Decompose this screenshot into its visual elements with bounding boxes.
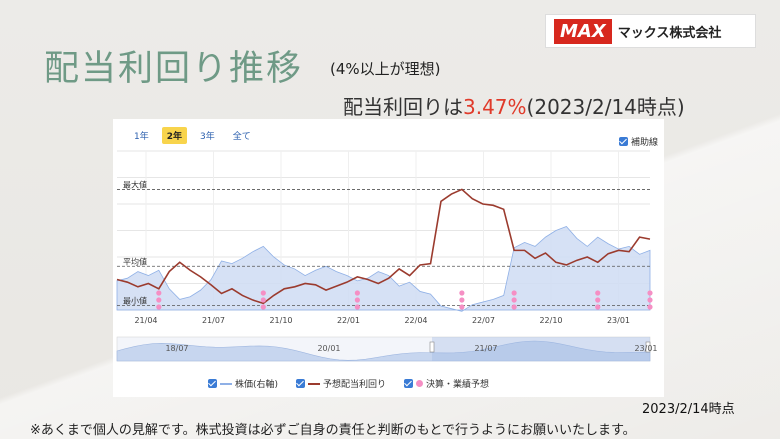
company-logo: MAX マックス株式会社 (545, 14, 756, 48)
yield-suffix: (2023/2/14時点) (526, 95, 685, 119)
x-tick-label: 21/04 (134, 316, 157, 325)
tab-2y[interactable]: 2年 (161, 127, 187, 144)
tab-1y[interactable]: 1年 (134, 132, 149, 142)
event-dot (354, 304, 360, 310)
navigator-label: 18/07 (165, 344, 188, 353)
price-area-series (116, 226, 651, 312)
event-dot (647, 304, 653, 310)
x-tick-label: 22/01 (337, 316, 360, 325)
legend-events[interactable]: 決算・業績予想 (404, 377, 489, 390)
ref-label-min: 最小値 (123, 295, 147, 305)
navigator-label: 20/01 (317, 344, 340, 353)
range-navigator[interactable]: 18/07 20/01 21/07 23/01 (116, 336, 658, 362)
checkbox-icon[interactable] (208, 379, 217, 388)
event-dot (511, 304, 517, 310)
aux-line-label: 補助線 (630, 138, 658, 148)
disclaimer: ※あくまで個人の見解です。株式投資は必ずご自身の責任と判断のもとで行うようにお願… (30, 423, 636, 438)
legend-label: 予想配当利回り (323, 380, 387, 390)
legend-price[interactable]: 株価(右軸) (208, 377, 278, 390)
legend-swatch (416, 380, 424, 387)
legend-label: 株価(右軸) (235, 380, 279, 390)
event-dot (156, 290, 162, 296)
ref-label-avg: 平均値 (123, 256, 147, 266)
ref-label-max: 最大値 (123, 179, 147, 189)
x-tick-label: 22/07 (472, 316, 495, 325)
event-dot (156, 297, 162, 303)
yield-line-series (116, 188, 651, 305)
page-subtitle: (4%以上が理想) (330, 60, 441, 78)
x-tick-label: 21/10 (269, 316, 292, 325)
legend-swatch (220, 382, 232, 385)
event-dot (260, 290, 266, 296)
checkbox-icon[interactable] (618, 137, 628, 146)
legend-label: 決算・業績予想 (426, 380, 490, 390)
chart-legend: 株価(右軸) 予想配当利回り 決算・業績予想 (208, 377, 489, 390)
navigator-label: 23/01 (634, 344, 657, 353)
event-dot (260, 304, 266, 310)
checkbox-icon[interactable] (296, 379, 306, 388)
checkbox-icon[interactable] (404, 379, 414, 388)
event-dot (354, 290, 360, 296)
event-dot (156, 304, 162, 310)
event-dot (595, 297, 601, 303)
legend-yield[interactable]: 予想配当利回り (296, 377, 386, 390)
event-dot (354, 297, 360, 303)
event-dot (459, 304, 465, 310)
navigator-handle (429, 341, 435, 353)
event-dot (647, 297, 653, 303)
event-dot (595, 304, 601, 310)
aux-line-toggle[interactable]: 補助線 (618, 135, 658, 148)
navigator-area (116, 340, 651, 362)
event-dot (459, 297, 465, 303)
x-tick-label: 22/10 (539, 316, 562, 325)
event-dot (595, 290, 601, 296)
yield-prefix: 配当利回りは (343, 95, 463, 119)
x-tick-label: 22/04 (404, 316, 427, 325)
yield-value: 3.47% (463, 95, 527, 119)
tab-all[interactable]: 全て (232, 132, 251, 142)
yield-summary: 配当利回りは3.47%(2023/2/14時点) (343, 91, 685, 120)
logo-company-name: マックス株式会社 (617, 25, 722, 41)
event-dot (647, 290, 653, 296)
event-dot (260, 297, 266, 303)
x-tick-label: 21/07 (202, 316, 225, 325)
as-of-date: 2023/2/14時点 (642, 402, 735, 417)
event-dot (511, 297, 517, 303)
event-dot (511, 290, 517, 296)
navigator-handle (645, 341, 651, 353)
logo-mark: MAX (554, 18, 612, 44)
page-title: 配当利回り推移 (44, 49, 304, 89)
navigator-selection (432, 337, 650, 361)
range-tabs: 1年 2年 3年 全て (129, 127, 256, 144)
tab-3y[interactable]: 3年 (200, 132, 215, 142)
navigator-label: 21/07 (474, 344, 497, 353)
x-tick-label: 23/01 (607, 316, 630, 325)
legend-swatch (308, 382, 321, 385)
event-dot (459, 290, 465, 296)
